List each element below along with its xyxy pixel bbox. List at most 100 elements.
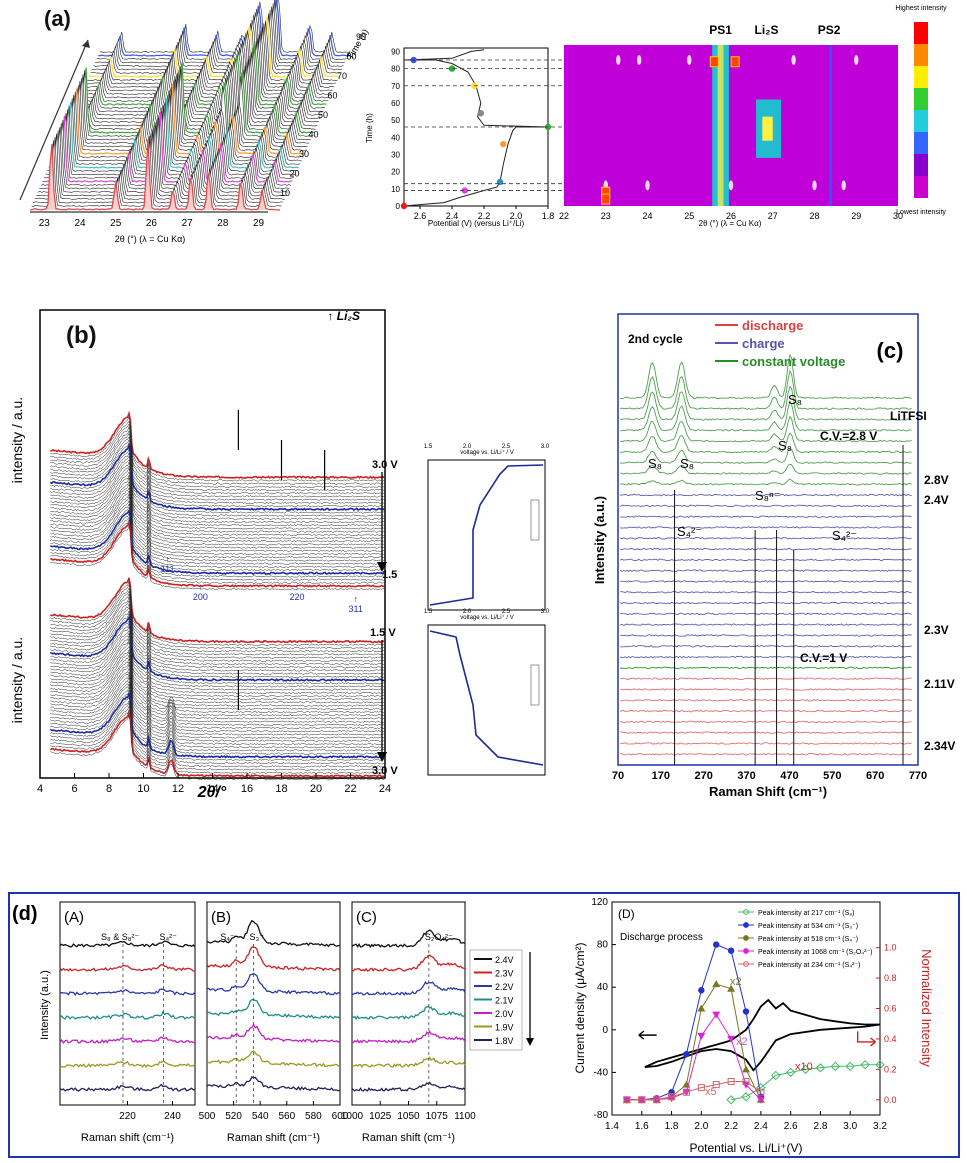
heatmap-hot-spot [709,56,719,68]
panel-b-trace [50,506,385,572]
chart-d-cv-curve [644,998,881,1072]
panel-d-legend-entry: 1.8V [495,1036,514,1046]
panel-b-x-tick: 8 [106,783,112,795]
chart-d-point [622,1096,631,1104]
panel-b-trace [50,420,385,485]
panel-d-tick: 240 [164,1111,181,1122]
inset-tick: 2.5 [502,609,511,615]
time-tick: 20 [290,169,300,179]
panel-c-right-label: 2.11V [924,677,955,691]
panel-b-trace [50,676,385,742]
chart-d-legend-marker [743,961,749,967]
colorbar-segment [914,110,928,132]
panel-c-annotation: S₄²⁻ [677,524,702,539]
chart-d-x-label: Potential vs. Li/Li⁺(V) [689,1141,802,1155]
heatmap-x-tick: 29 [851,211,861,221]
panel-d-spectrum [351,1005,466,1021]
panel-b-x-tick: 14 [206,783,218,795]
panel-b-trace [50,661,385,726]
panel-b-trace [50,696,385,762]
inset-legend [530,664,540,706]
colorbar-bottom-label: Lowest intensity [896,209,946,216]
waterfall-x-tick: 29 [253,218,265,229]
chart-d-y-tick: 0 [602,1025,608,1036]
inset-frame [427,459,546,611]
heatmap-x-tick: 28 [809,211,819,221]
panel-b-miller-index: 311 [348,604,362,614]
panel-b-li2s-marker: ↑ [165,554,170,564]
waterfall-x-label: 2θ (°) (λ = Cu Kα) [115,234,186,244]
panel-b-trace [50,467,385,533]
inset-tick: 3.0 [541,609,550,615]
panel-b-trace [50,516,385,581]
panel-b-trace [50,708,385,774]
potential-x-label: Potential (V) (versus Li⁺/Li) [428,219,525,228]
potential-y-tick: 70 [391,82,400,91]
panel-c-y-label: Intensity (a.u.) [592,496,607,584]
panel-a: (a) 23 24 25 26 27 28 29 2θ (°) (λ = Cu Kα) 10 20… [0,0,967,245]
panel-c-trace [620,720,912,724]
panel-c-x-tick: 470 [780,770,798,782]
panel-b-trace [50,495,385,562]
waterfall-x-tick: 28 [217,218,229,229]
potential-marker [500,140,507,148]
waterfall-trace [99,0,350,53]
panel-c-right-label: 2.34V [924,739,955,753]
panel-b-trace [50,465,385,530]
potential-x-tick: 2.0 [510,211,523,221]
potential-marker [448,65,456,72]
panel-c-right-label: 2.8V [924,473,949,487]
panel-b-x-tick: 6 [71,783,77,795]
panel-d-legend-entry: 2.0V [495,1009,514,1019]
chart-d-x-tick: 2.0 [694,1121,708,1132]
colorbar-segment [914,66,928,88]
chart-d-point [698,987,705,994]
panel-c-trace [619,742,912,745]
panel-b-trace [50,519,385,584]
heatmap-spot [636,55,642,66]
heatmap-spot [687,55,692,66]
panel-d-y-label: Intensity (a.u.) [39,970,51,1040]
panel-c-trace [619,688,912,691]
panel-b-trace [50,690,385,755]
panel-d-frame [8,892,960,1158]
chart-d-point [712,1081,720,1089]
chart-d-point [845,1061,855,1072]
panel-c-trace [619,537,912,540]
panel-c-x-label: Raman Shift (cm⁻¹) [709,784,827,799]
panel-b: 4 6 8 10 12 14 16 18 20 22 24 2θ/° intensity / a.u. i… [0,300,560,800]
panel-c-x-tick: 370 [737,770,755,782]
panel-d-annotation: S₈ & S₈²⁻ [101,932,139,942]
panel-c-annotation: C.V.=2.8 V [820,429,877,443]
chart-d-legend-marker [743,948,749,954]
panel-b-trace [50,477,385,543]
chart-d-point [756,1096,765,1104]
potential-marker [400,202,408,210]
panel-b-trace [50,489,385,556]
chart-d-point [727,947,735,954]
panel-c-trace [619,634,912,637]
panel-d-tick: 1075 [426,1111,449,1122]
panel-d-tick: 560 [278,1111,295,1122]
panel-b-trace [50,432,385,498]
chart-d-point [800,1064,811,1075]
panel-b-trace [50,508,385,575]
panel-c-annotation: S₈ [788,392,802,407]
chart-d-point [815,1063,826,1073]
panel-b-trace [50,683,385,749]
panel-d-legend-frame [469,949,523,1051]
panel-c-x-tick: 170 [652,770,670,782]
panel-b-trace [50,615,385,682]
chart-d-point [697,1004,706,1012]
panel-c-right-label: 2.3V [924,623,949,637]
panel-c-annotation: S₄²⁻ [832,528,857,543]
chart-d-y-tick: 40 [597,982,609,993]
waterfall-x-tick: 25 [110,218,122,229]
chart-d-point [682,1088,690,1096]
panel-b-voltage-label: 1.5 [382,569,397,581]
potential-y-tick: 40 [391,133,400,142]
heatmap-band-ps1-core [717,45,724,206]
panel-d-spectrum [351,929,466,948]
panel-d-tick: 540 [252,1111,269,1122]
panel-b-trace [50,483,385,549]
